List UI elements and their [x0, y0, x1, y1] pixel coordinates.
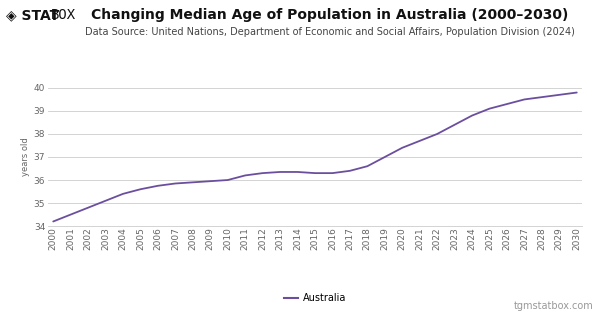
Text: BOX: BOX: [51, 8, 76, 22]
Y-axis label: years old: years old: [20, 138, 29, 176]
Text: ◈ STAT: ◈ STAT: [6, 8, 59, 22]
Legend: Australia: Australia: [280, 289, 350, 307]
Text: Data Source: United Nations, Department of Economic and Social Affairs, Populati: Data Source: United Nations, Department …: [85, 27, 575, 37]
Text: Changing Median Age of Population in Australia (2000–2030): Changing Median Age of Population in Aus…: [91, 8, 569, 22]
Text: tgmstatbox.com: tgmstatbox.com: [514, 301, 594, 311]
